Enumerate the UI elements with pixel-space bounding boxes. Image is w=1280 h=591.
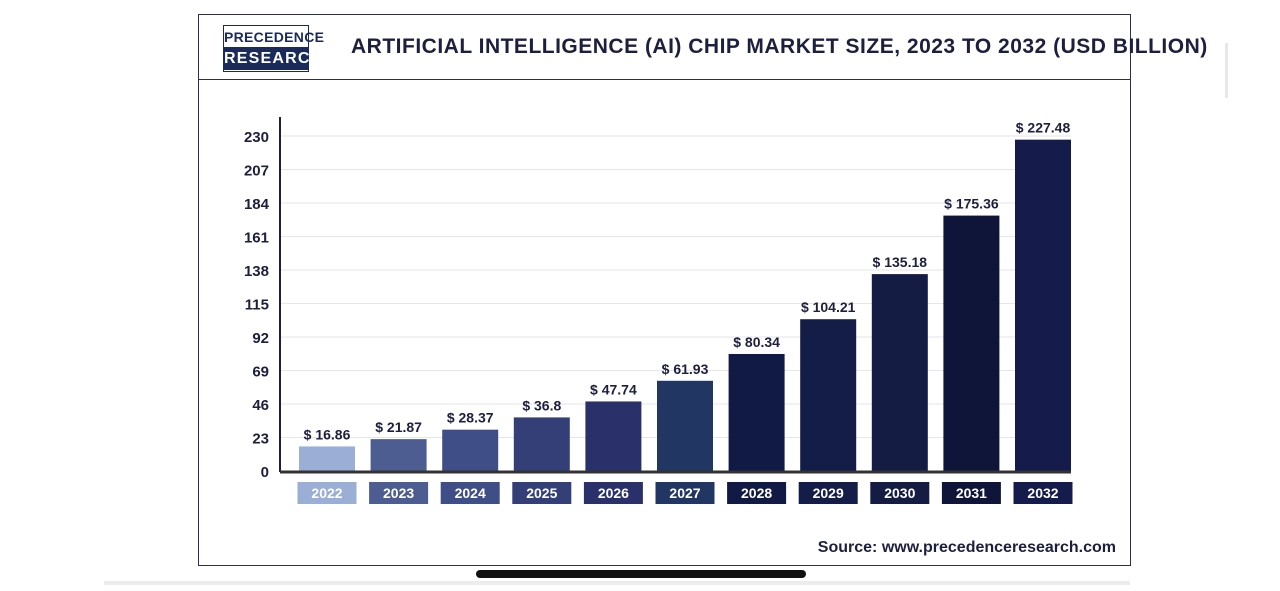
bar-2029 [800, 319, 857, 471]
x-tick-label-2031: 2031 [956, 485, 987, 501]
y-tick-label: 184 [244, 196, 270, 213]
x-tick-label-2026: 2026 [598, 485, 629, 501]
data-label-2030: $ 135.18 [873, 254, 928, 270]
logo-line1: PRECEDENCE [224, 29, 325, 45]
x-tick-chip-2022 [297, 482, 357, 504]
x-tick-label-2025: 2025 [526, 485, 557, 501]
y-tick-label: 115 [245, 297, 269, 314]
data-label-2024: $ 28.37 [447, 410, 494, 426]
chart-title: ARTIFICIAL INTELLIGENCE (AI) CHIP MARKET… [351, 35, 1208, 58]
y-tick-label: 23 [252, 431, 269, 448]
logo-line2: RESEARCH [224, 47, 322, 70]
x-tick-chip-2025 [512, 482, 572, 504]
y-tick-label: 138 [244, 263, 269, 280]
data-label-2026: $ 47.74 [590, 381, 637, 397]
home-indicator[interactable] [476, 570, 806, 578]
x-tick-label-2022: 2022 [311, 485, 342, 501]
bar-2024 [442, 429, 499, 471]
bar-chart: 0 23 46 69 92 115 138 161 184 207 230 $ 16.86 2022 $ … [244, 117, 1073, 504]
bars [299, 139, 1071, 471]
x-tick-label-2024: 2024 [455, 485, 486, 501]
bar-2023 [370, 439, 427, 471]
source-credit: Source: www.precedenceresearch.com [817, 539, 1116, 556]
data-label-2031: $ 175.36 [944, 196, 999, 212]
chart-card: PRECEDENCE RESEARCH ARTIFICIAL INTELLIGE… [198, 14, 1207, 566]
x-tick-chip-2031 [941, 482, 1001, 504]
y-tick-label: 0 [261, 464, 269, 481]
bar-2032 [1015, 139, 1071, 471]
bar-2022 [299, 446, 355, 471]
y-tick-label: 69 [252, 364, 269, 381]
bottom-edge [104, 581, 1130, 585]
x-tick-chip-2032 [1013, 482, 1073, 504]
y-tick-label: 92 [252, 330, 269, 347]
y-tick-label: 161 [244, 230, 269, 247]
x-tick-label-2032: 2032 [1027, 485, 1058, 501]
x-tick-chip-2030 [870, 482, 930, 504]
x-tick-label-2027: 2027 [669, 485, 700, 501]
bar-2030 [871, 274, 928, 471]
axes [279, 117, 1071, 474]
bar-2025 [513, 417, 570, 471]
data-label-2022: $ 16.86 [304, 426, 351, 442]
x-tick-chip-2029 [798, 482, 858, 504]
data-label-2029: $ 104.21 [801, 299, 856, 315]
bar-2027 [657, 380, 713, 471]
x-tick-chip-2026 [583, 482, 643, 504]
precedence-research-logo: PRECEDENCE RESEARCH [223, 25, 325, 72]
y-tick-label: 46 [252, 397, 269, 414]
x-tick-chip-2027 [655, 482, 715, 504]
x-tick-label-2030: 2030 [884, 485, 915, 501]
y-tick-label: 230 [244, 129, 269, 146]
x-tick-label-2023: 2023 [383, 485, 414, 501]
bar-2028 [728, 353, 785, 471]
chart-header: PRECEDENCE RESEARCH ARTIFICIAL INTELLIGE… [199, 15, 1207, 80]
data-label-2025: $ 36.8 [522, 397, 561, 413]
bar-2026 [585, 401, 642, 471]
labels: 0 23 46 69 92 115 138 161 184 207 230 $ 16.86 2022 $ … [244, 120, 1073, 504]
y-tick-label: 207 [244, 163, 269, 180]
data-label-2032: $ 227.48 [1016, 120, 1071, 136]
x-tick-chip-2023 [369, 482, 429, 504]
x-tick-label-2029: 2029 [813, 485, 844, 501]
x-tick-label-2028: 2028 [741, 485, 772, 501]
data-label-2023: $ 21.87 [375, 419, 422, 435]
x-tick-chip-2024 [440, 482, 500, 504]
data-label-2027: $ 61.93 [662, 361, 709, 377]
bar-2031 [943, 215, 1000, 471]
data-label-2028: $ 80.34 [733, 334, 780, 350]
x-tick-chip-2028 [727, 482, 787, 504]
scroll-indicator [1225, 43, 1228, 98]
